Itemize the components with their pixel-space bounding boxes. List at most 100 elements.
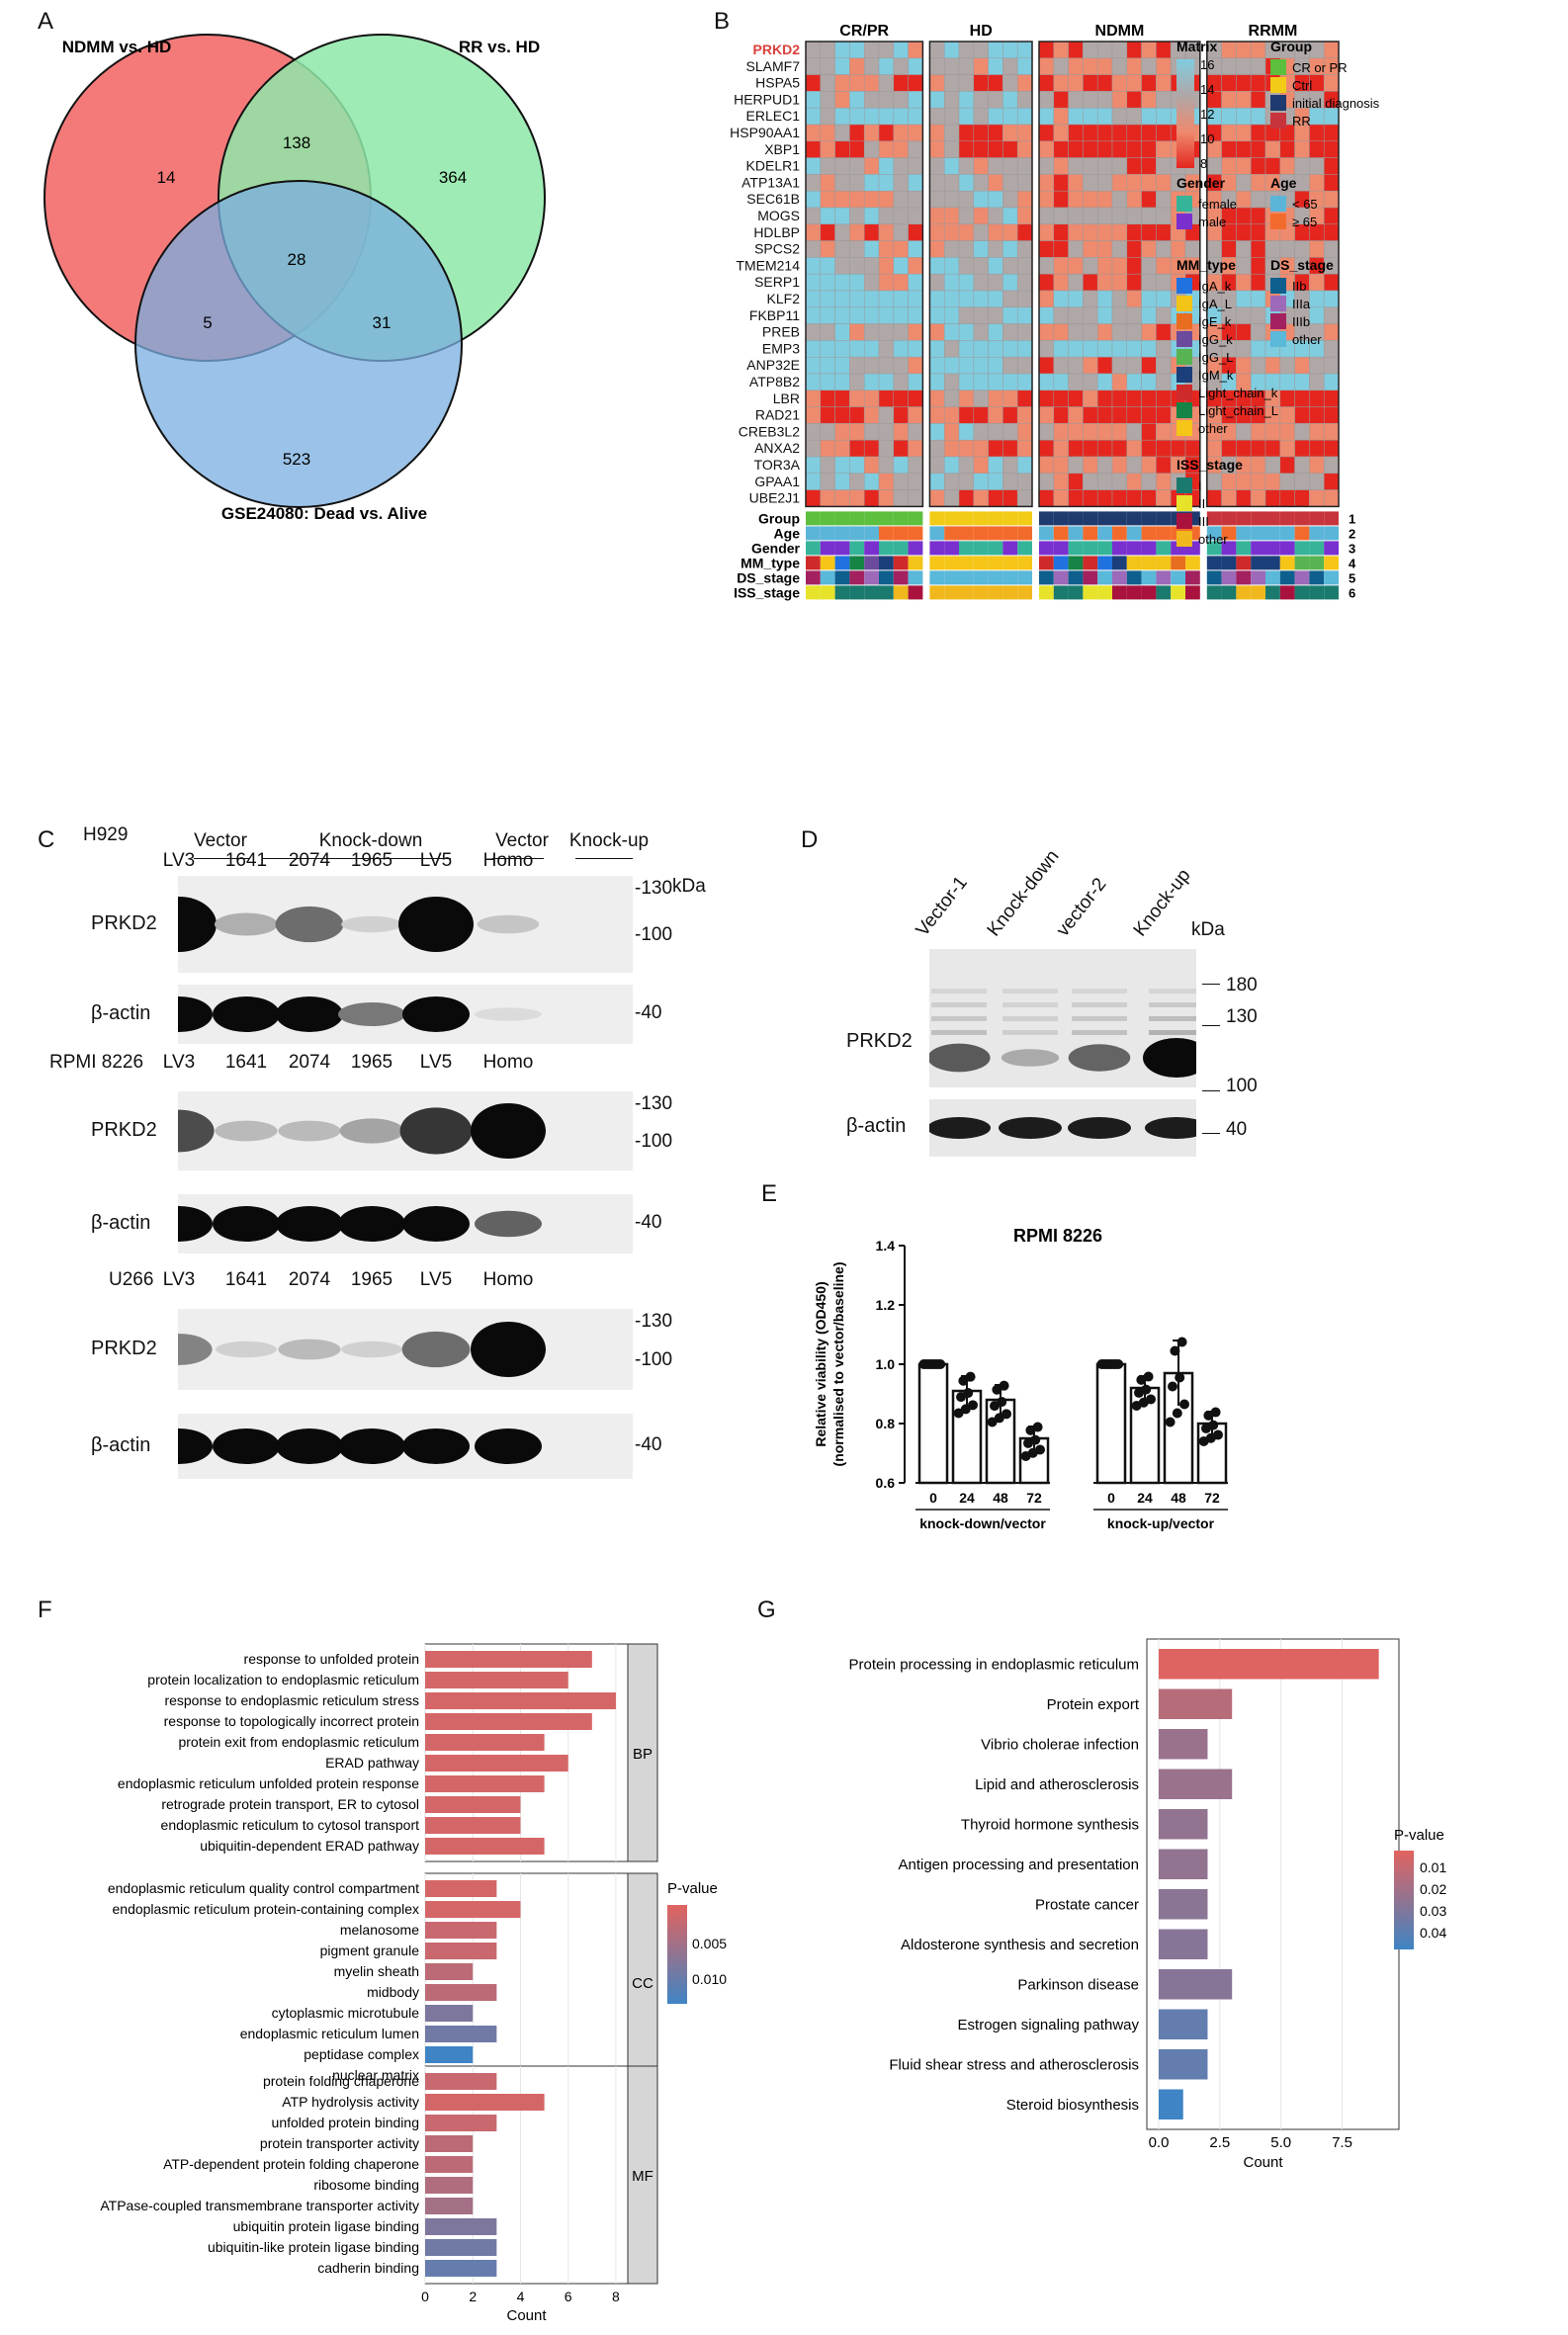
heatmap-gene-label: XBP1 [764, 141, 800, 157]
heatmap-cell [1323, 489, 1340, 507]
heatmap-cell [834, 356, 850, 375]
annotation-cell [1017, 556, 1032, 570]
heatmap-cell [988, 389, 1003, 407]
prkd2-band [401, 1331, 471, 1368]
annotation-cell [1083, 585, 1098, 600]
annotation-cell [1236, 585, 1252, 600]
heatmap-gene-label: EMP3 [762, 340, 800, 356]
go-term-label: midbody [367, 1984, 419, 2000]
annotation-cell [1156, 526, 1172, 541]
prkd2-faint-band [1002, 1002, 1058, 1007]
annotation-cell [1083, 556, 1098, 570]
annotation-cell [1324, 556, 1339, 570]
lane-label: 1641 [224, 850, 268, 871]
annotation-cell [1112, 556, 1127, 570]
heatmap-cell [988, 423, 1003, 441]
annotation-cell [1236, 541, 1252, 556]
prkd2-band [275, 906, 344, 943]
legend-title-mm_type: MM_type [1176, 257, 1236, 273]
prkd2-band [341, 915, 402, 933]
heatmap-cell [1083, 306, 1098, 324]
heatmap-cell [863, 223, 880, 241]
heatmap-cell [1250, 323, 1266, 341]
annotation-cell [908, 526, 923, 541]
heatmap-cell [1083, 323, 1098, 341]
kegg-legend-bar [1394, 1851, 1414, 1949]
prkd2-blot-strip [178, 1091, 633, 1170]
annotation-cell [834, 585, 850, 600]
heatmap-cell [1111, 124, 1128, 142]
heatmap-cell [805, 124, 822, 142]
legend-title-group: Group [1270, 39, 1312, 54]
heatmap-cell [1156, 174, 1172, 192]
actin-band [178, 1206, 213, 1242]
heatmap-cell [878, 207, 895, 225]
annotation-cell [849, 585, 865, 600]
heatmap-cell [943, 240, 960, 258]
heatmap-cell [973, 257, 989, 275]
chart-e-group-label: knock-up/vector [1107, 1515, 1215, 1531]
heatmap-cell [849, 190, 865, 209]
annotation-row-label: Gender [751, 540, 801, 556]
kda-label-c: kDa [672, 876, 706, 897]
go-term-label: protein transporter activity [260, 2135, 419, 2151]
heatmap-cell [1250, 41, 1266, 59]
heatmap-cell [1068, 107, 1084, 126]
heatmap-cell [893, 174, 909, 192]
go-bar [425, 2094, 545, 2111]
heatmap-cell [958, 140, 975, 158]
annotation-cell [1265, 570, 1280, 585]
heatmap-cell [1279, 439, 1295, 458]
heatmap-cell [1038, 439, 1055, 458]
chart-e-point [1002, 1409, 1011, 1420]
heatmap-cell [1309, 273, 1325, 292]
heatmap-cell [1156, 340, 1172, 358]
annotation-cell [1279, 556, 1295, 570]
heatmap-cell [1156, 140, 1172, 158]
heatmap-cell [908, 356, 923, 375]
annotation-cell [1126, 556, 1142, 570]
heatmap-cell [1236, 323, 1252, 341]
heatmap-gene-label: CREB3L2 [739, 423, 800, 439]
heatmap-cell [1236, 174, 1252, 192]
go-term-label: endoplasmic reticulum quality control co… [108, 1880, 419, 1896]
heatmap-cell [1002, 356, 1018, 375]
heatmap-cell [943, 174, 960, 192]
heatmap-cell [1264, 240, 1281, 258]
heatmap-cell [1002, 373, 1018, 391]
annotation-cell [1156, 541, 1172, 556]
annotation-cell [1171, 570, 1185, 585]
heatmap-cell [1156, 489, 1172, 507]
heatmap-cell [1083, 207, 1098, 225]
heatmap-cell [878, 223, 895, 241]
annotation-cell [988, 526, 1003, 541]
heatmap-cell [1016, 273, 1033, 292]
prkd2-faint-band [931, 989, 987, 994]
chart-e-ytick-label: 0.6 [876, 1475, 896, 1491]
prkd2-faint-band [931, 1030, 987, 1035]
heatmap-cell [893, 240, 909, 258]
heatmap-cell [988, 323, 1003, 341]
annotation-cell [1185, 556, 1200, 570]
annotation-row-number: 5 [1349, 570, 1355, 585]
kegg-term-label: Steroid biosynthesis [1006, 2097, 1139, 2114]
panel-label-b: B [714, 8, 731, 35]
heatmap-cell [1038, 124, 1055, 142]
heatmap-cell [1250, 140, 1266, 158]
heatmap-cell [1002, 41, 1018, 59]
heatmap-cell [1016, 323, 1033, 341]
prkd2-faint-band [1072, 1002, 1127, 1007]
annotation-cell [1126, 585, 1142, 600]
venn-count-only2: 364 [439, 168, 467, 187]
heatmap-cell [943, 74, 960, 92]
heatmap-cell [878, 373, 895, 391]
heatmap-group-frame [1038, 41, 1201, 508]
actin-band [338, 1428, 405, 1464]
heatmap-cell [805, 74, 822, 92]
kegg-bar [1159, 1688, 1233, 1719]
heatmap-cell [1126, 124, 1142, 142]
heatmap-gene-label: TMEM214 [736, 257, 800, 273]
heatmap-cell [929, 473, 945, 490]
panel-label-g: G [757, 1597, 776, 1623]
actin-band [475, 1428, 542, 1464]
